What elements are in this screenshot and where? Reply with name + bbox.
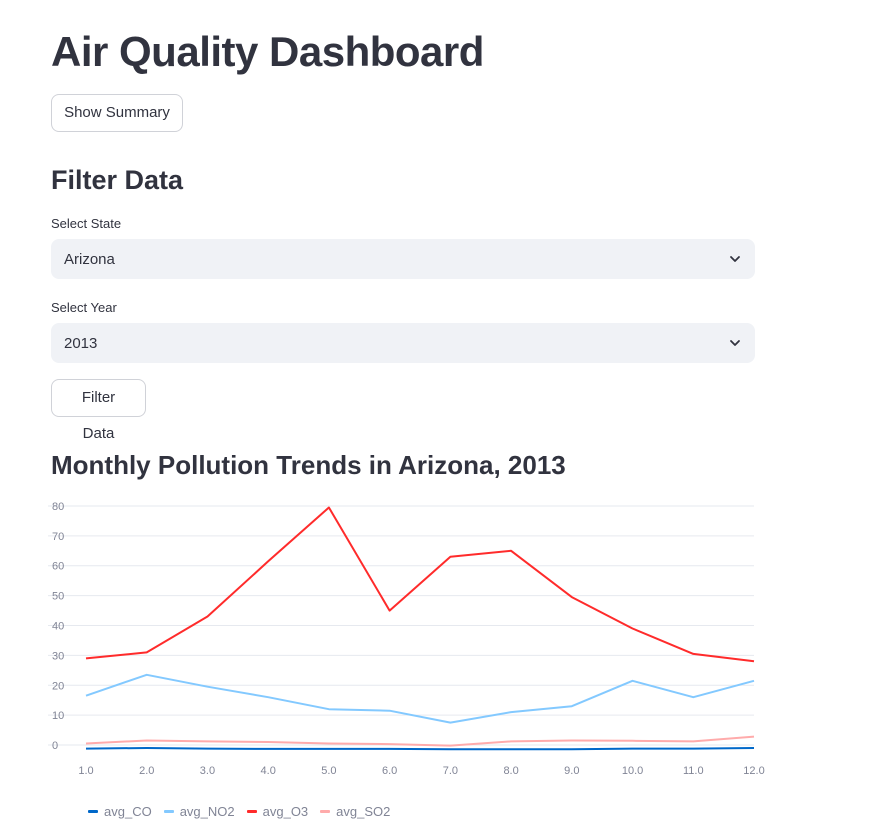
legend-item[interactable]: avg_NO2 bbox=[163, 804, 235, 819]
x-tick-label: 12.0 bbox=[743, 765, 764, 777]
y-tick-label: 40 bbox=[52, 620, 64, 632]
chart-series bbox=[85, 506, 755, 751]
legend-swatch bbox=[246, 810, 257, 813]
state-select-value: Arizona bbox=[64, 250, 115, 268]
show-summary-button[interactable]: Show Summary bbox=[51, 94, 183, 132]
legend-label: avg_SO2 bbox=[336, 804, 391, 819]
y-tick-label: 70 bbox=[52, 531, 64, 543]
y-tick-label: 10 bbox=[52, 710, 64, 722]
state-select[interactable]: Arizona bbox=[51, 239, 755, 279]
x-tick-label: 10.0 bbox=[622, 765, 643, 777]
pollution-line-chart: 0 10 20 30 40 50 60 70 80 1.0 2.0 3.0 4.0 5.0 6.0 7.0 8… bbox=[48, 501, 765, 777]
series-line-avg-o3[interactable] bbox=[85, 506, 755, 663]
year-select[interactable]: 2013 bbox=[51, 323, 755, 363]
year-select-value: 2013 bbox=[64, 334, 98, 352]
x-tick-label: 11.0 bbox=[683, 765, 704, 777]
chart-legend: avg_CO avg_NO2 avg_O3 avg_SO2 bbox=[88, 804, 402, 819]
legend-label: avg_CO bbox=[104, 804, 152, 819]
chart-heading: Monthly Pollution Trends in Arizona, 201… bbox=[51, 450, 566, 480]
y-tick-label: 60 bbox=[52, 561, 64, 573]
legend-item[interactable]: avg_CO bbox=[88, 804, 152, 819]
legend-item[interactable]: avg_SO2 bbox=[320, 804, 390, 819]
x-tick-label: 2.0 bbox=[139, 765, 154, 777]
series-line-avg-co[interactable] bbox=[85, 747, 755, 751]
x-tick-label: 5.0 bbox=[321, 765, 336, 777]
y-tick-label: 50 bbox=[52, 591, 64, 603]
year-select-label: Select Year bbox=[51, 300, 117, 315]
legend-label: avg_O3 bbox=[262, 804, 309, 819]
page-title: Air Quality Dashboard bbox=[51, 28, 484, 75]
series-line-avg-no2[interactable] bbox=[85, 673, 755, 724]
filter-data-button[interactable]: Filter Data bbox=[51, 379, 146, 442]
x-tick-label: 3.0 bbox=[200, 765, 215, 777]
legend-swatch bbox=[88, 810, 98, 813]
y-tick-label: 20 bbox=[52, 680, 64, 692]
chevron-down-icon bbox=[728, 252, 742, 266]
legend-item[interactable]: avg_O3 bbox=[246, 804, 309, 819]
y-tick-label: 0 bbox=[52, 740, 58, 752]
x-axis-ticks: 1.0 2.0 3.0 4.0 5.0 6.0 7.0 8.0 9.0 10.0 11.0 12.0 bbox=[78, 765, 764, 777]
legend-label: avg_NO2 bbox=[179, 804, 235, 819]
series-line-avg-so2[interactable] bbox=[85, 735, 755, 747]
x-tick-label: 1.0 bbox=[78, 765, 93, 777]
legend-swatch bbox=[163, 810, 174, 813]
y-tick-label: 80 bbox=[52, 501, 64, 513]
x-tick-label: 7.0 bbox=[443, 765, 458, 777]
x-tick-label: 9.0 bbox=[564, 765, 579, 777]
chevron-down-icon bbox=[728, 336, 742, 350]
legend-swatch bbox=[320, 810, 331, 813]
x-tick-label: 8.0 bbox=[503, 765, 518, 777]
y-tick-label: 30 bbox=[52, 650, 64, 662]
state-select-label: Select State bbox=[51, 216, 122, 231]
y-axis-ticks: 0 10 20 30 40 50 60 70 80 bbox=[52, 501, 64, 752]
filter-heading: Filter Data bbox=[51, 165, 184, 195]
x-tick-label: 4.0 bbox=[261, 765, 276, 777]
chart-gridlines bbox=[48, 505, 754, 746]
x-tick-label: 6.0 bbox=[382, 765, 397, 777]
